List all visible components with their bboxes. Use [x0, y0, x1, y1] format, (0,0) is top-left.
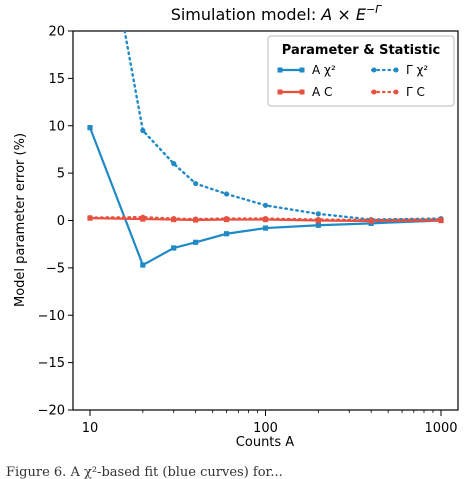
legend-marker: [277, 67, 283, 73]
x-tick-label: 100: [253, 421, 278, 436]
data-point: [193, 239, 199, 245]
y-tick-label: 15: [48, 72, 65, 87]
x-axis-label: Counts A: [236, 435, 295, 450]
data-point: [438, 216, 444, 223]
y-tick-label: −10: [38, 309, 65, 324]
series-line: [88, 127, 442, 267]
data-point: [315, 216, 321, 223]
legend-label: A C: [312, 85, 332, 99]
legend-label: Γ χ²: [406, 63, 428, 77]
data-point: [140, 262, 146, 268]
y-tick-label: −20: [38, 404, 65, 419]
data-point: [193, 216, 199, 222]
data-point: [223, 216, 230, 222]
data-point: [223, 191, 230, 197]
y-tick-label: 20: [48, 25, 65, 40]
data-point: [87, 215, 93, 221]
series-line: [123, 31, 443, 221]
data-point: [171, 161, 177, 167]
data-point: [87, 125, 93, 131]
data-point: [315, 211, 321, 217]
legend-marker: [371, 89, 377, 95]
legend-marker: [277, 89, 283, 95]
data-point: [193, 180, 199, 187]
data-point: [368, 217, 374, 223]
y-tick-label: 10: [48, 119, 65, 134]
data-point: [262, 216, 269, 222]
data-point: [315, 222, 321, 228]
data-point: [140, 127, 146, 134]
legend-marker: [371, 67, 377, 73]
y-tick-label: 0: [57, 214, 65, 229]
legend-label: Γ C: [406, 85, 425, 99]
data-point: [171, 216, 177, 222]
x-tick-label: 10: [82, 421, 99, 436]
figure-caption: Figure 6. A χ²-based fit (blue curves) f…: [6, 465, 283, 479]
data-point: [223, 231, 230, 237]
data-point: [140, 214, 146, 220]
legend-title: Parameter & Statistic: [282, 43, 440, 58]
legend-marker: [299, 89, 305, 95]
legend-marker: [393, 89, 399, 95]
y-tick-label: 5: [57, 167, 65, 182]
legend-marker: [299, 67, 305, 73]
data-point: [171, 245, 177, 251]
chart-title: Simulation model: A × E−Γ: [171, 3, 382, 24]
y-tick-label: −5: [46, 261, 65, 276]
legend-label: A χ²: [312, 63, 336, 77]
legend: Parameter & Statistic A χ² A C Γ χ² Γ C: [267, 35, 455, 107]
data-point: [262, 225, 269, 231]
data-point: [262, 202, 269, 208]
x-tick-label: 1000: [424, 421, 457, 436]
legend-marker: [393, 67, 399, 73]
y-tick-label: −15: [38, 356, 65, 371]
y-axis-label: Model parameter error (%): [13, 133, 28, 307]
